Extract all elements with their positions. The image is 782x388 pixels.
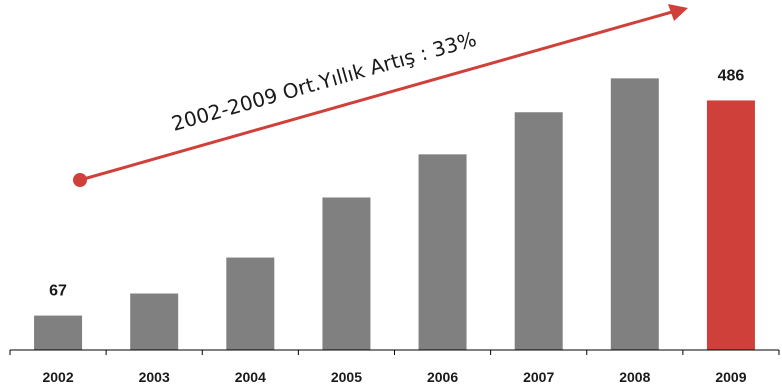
bar-2008 [610, 78, 659, 350]
bar-2004 [226, 257, 275, 350]
x-tick-label-2007: 2007 [523, 369, 554, 385]
bars-group [34, 78, 755, 350]
bar-2005 [322, 197, 371, 350]
data-labels: 67 486 [49, 67, 744, 299]
data-label-2009: 486 [718, 67, 745, 84]
data-label-2002: 67 [49, 283, 67, 300]
x-tick-label-2002: 2002 [42, 369, 73, 385]
bar-2009 [706, 100, 755, 350]
x-tick-label-2008: 2008 [619, 369, 650, 385]
x-tick-label-2003: 2003 [139, 369, 170, 385]
bar-2007 [514, 112, 563, 350]
x-tick-labels: 2002 2003 2004 2005 2006 2007 2008 2009 [42, 369, 746, 385]
x-tick-label-2004: 2004 [235, 369, 266, 385]
trend-arrow-start-dot [73, 173, 87, 187]
bar-2006 [418, 154, 467, 350]
x-axis-ticks [9, 350, 780, 355]
trend-arrow-head [668, 4, 688, 21]
bar-2002 [34, 315, 83, 350]
x-tick-label-2005: 2005 [331, 369, 362, 385]
x-tick-label-2009: 2009 [715, 369, 746, 385]
x-tick-label-2006: 2006 [427, 369, 458, 385]
bar-2003 [130, 293, 179, 350]
trend-arrow [73, 4, 688, 187]
trend-arrow-line [79, 10, 673, 182]
